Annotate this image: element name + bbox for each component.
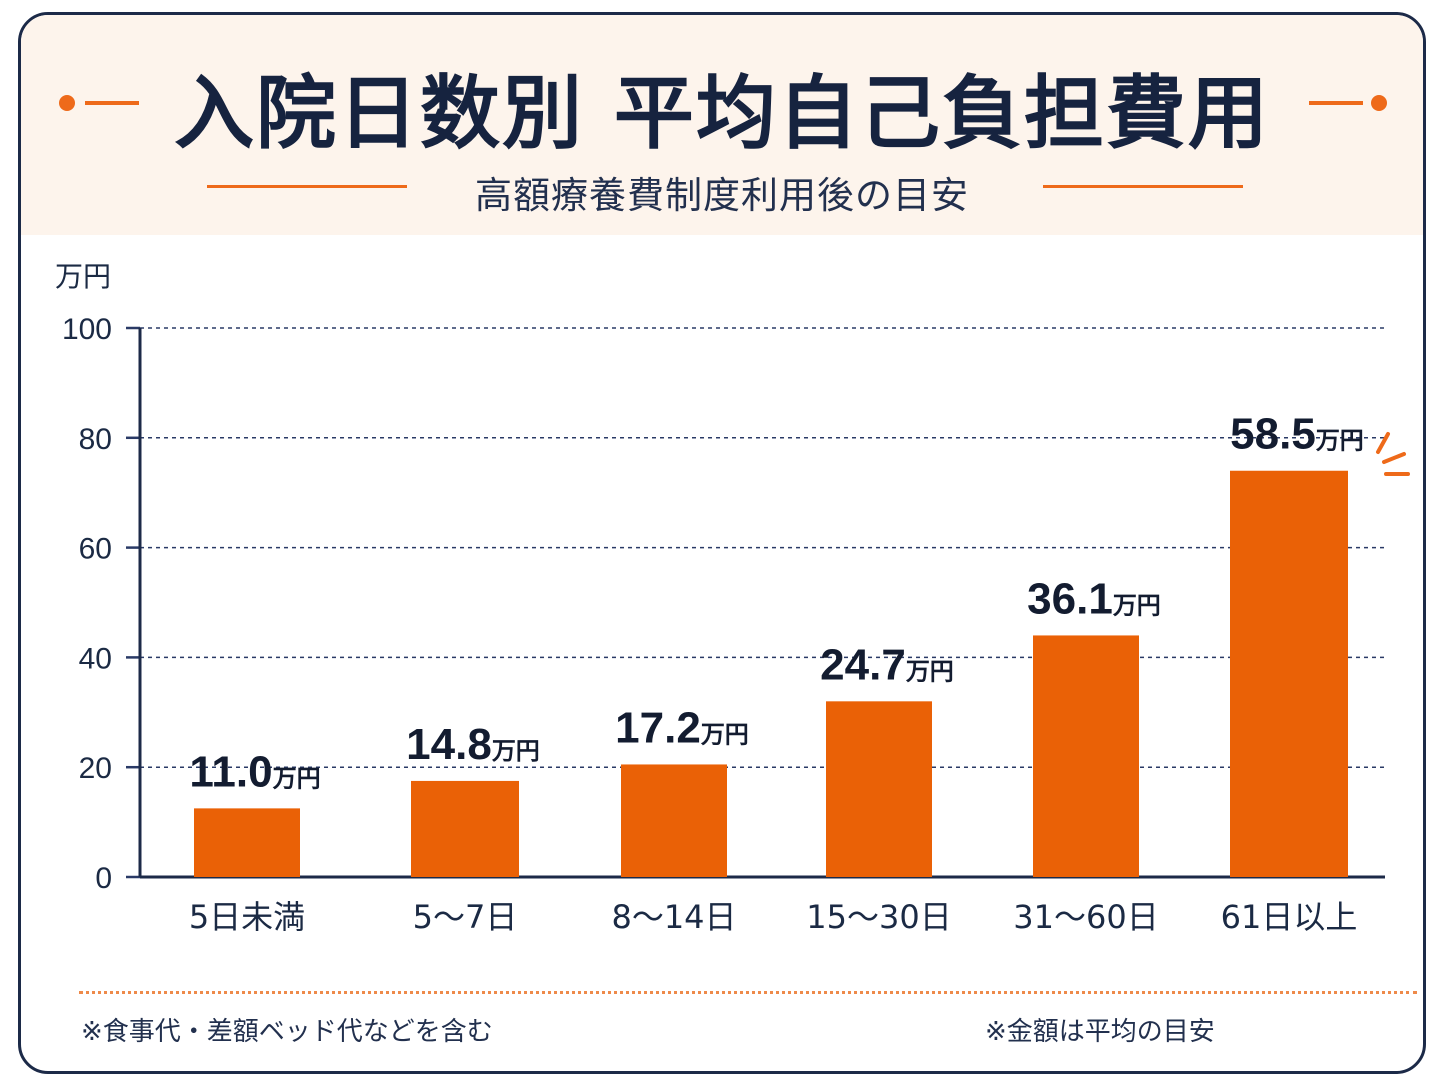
- data-label: 36.1万円: [1027, 574, 1161, 623]
- highlight-burst-line: [1376, 432, 1390, 454]
- highlight-burst-line: [1382, 452, 1406, 464]
- title-left-dash: [85, 101, 139, 105]
- data-label-unit: 万円: [273, 764, 321, 792]
- data-label-unit: 万円: [906, 657, 954, 685]
- title-left-dot: [59, 95, 75, 111]
- data-label-unit: 万円: [1316, 427, 1364, 455]
- infographic-card: 入院日数別 平均自己負担費用 高額療養費制度利用後の目安 ※食事代・差額ベッド代…: [18, 12, 1426, 1074]
- data-label: 11.0万円: [189, 747, 320, 796]
- x-category-label: 5〜7日: [413, 898, 518, 936]
- page-title: 入院日数別 平均自己負担費用: [174, 67, 1270, 160]
- bar: [826, 701, 932, 877]
- data-label: 14.8万円: [406, 720, 540, 769]
- bar: [1033, 635, 1139, 877]
- bar: [411, 780, 519, 877]
- data-label: 24.7万円: [820, 640, 954, 689]
- footnote-left: ※食事代・差額ベッド代などを含む: [81, 1017, 493, 1047]
- data-label-unit: 万円: [1113, 591, 1161, 619]
- y-tick-label: 20: [79, 752, 112, 785]
- x-category-label: 8〜14日: [611, 898, 736, 936]
- y-tick-label: 60: [79, 533, 112, 566]
- data-label-value: 11.0: [189, 747, 272, 796]
- x-category-label: 5日未満: [189, 898, 305, 936]
- data-label-value: 17.2: [615, 703, 701, 752]
- x-category-label: 61日以上: [1221, 898, 1358, 936]
- footer-separator: [79, 991, 1417, 994]
- data-label-unit: 万円: [492, 737, 540, 765]
- subtitle-right-line: [1043, 185, 1243, 188]
- x-category-label: 31〜60日: [1013, 898, 1158, 936]
- bar: [621, 764, 727, 877]
- y-tick-label: 100: [62, 313, 112, 346]
- data-label-value: 24.7: [820, 640, 906, 689]
- data-label-unit: 万円: [701, 720, 749, 748]
- bar: [194, 808, 300, 877]
- header-band: 入院日数別 平均自己負担費用 高額療養費制度利用後の目安: [21, 15, 1423, 235]
- y-tick-label: 0: [95, 862, 112, 895]
- data-label-value: 36.1: [1027, 574, 1113, 623]
- y-tick-label: 40: [79, 642, 112, 675]
- footnote-right: ※金額は平均の目安: [985, 1017, 1215, 1047]
- data-label: 58.5万円: [1230, 410, 1364, 459]
- bar: [1230, 470, 1348, 877]
- title-right-dash: [1309, 101, 1363, 105]
- data-label-value: 14.8: [406, 720, 492, 769]
- title-right-dot: [1371, 95, 1387, 111]
- subtitle-left-line: [207, 185, 407, 188]
- data-label-value: 58.5: [1230, 410, 1316, 459]
- y-axis-unit-label: 万円: [55, 260, 111, 293]
- data-label: 17.2万円: [615, 703, 749, 752]
- x-category-label: 15〜30日: [806, 898, 951, 936]
- page-subtitle: 高額療養費制度利用後の目安: [475, 174, 969, 217]
- y-tick-label: 80: [79, 423, 112, 456]
